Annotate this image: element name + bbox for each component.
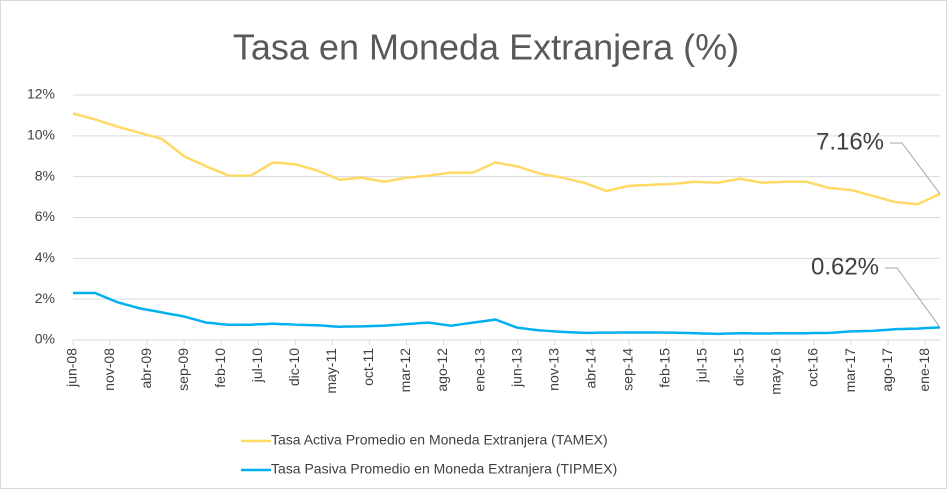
- leader-line: [885, 267, 941, 328]
- x-tick-label: nov-08: [101, 348, 117, 391]
- x-tick-label: dic-10: [286, 348, 302, 386]
- x-tick-label: feb-10: [212, 348, 228, 388]
- x-tick-label: jun-08: [64, 348, 80, 388]
- x-tick-label: jun-13: [508, 348, 524, 388]
- x-tick-label: jul-10: [249, 348, 265, 383]
- x-tick-label: ago-17: [879, 348, 895, 392]
- x-tick-label: oct-11: [360, 348, 376, 386]
- x-tick-label: sep-14: [619, 348, 635, 391]
- x-tick-label: ago-12: [434, 348, 450, 392]
- chart-title: Tasa en Moneda Extranjera (%): [233, 27, 739, 68]
- data-label: 7.16%: [816, 128, 884, 155]
- legend-label: Tasa Pasiva Promedio en Moneda Extranjer…: [271, 461, 617, 477]
- y-tick-label: 8%: [35, 167, 55, 183]
- x-tick-label: mar-17: [842, 348, 858, 393]
- y-tick-label: 10%: [27, 127, 55, 143]
- x-tick-label: abr-14: [582, 348, 598, 389]
- legend-label: Tasa Activa Promedio en Moneda Extranjer…: [271, 432, 608, 448]
- series-line: [72, 112, 941, 206]
- x-tick-label: dic-15: [731, 348, 747, 386]
- x-tick-label: abr-09: [138, 348, 154, 389]
- x-tick-label: feb-15: [657, 348, 673, 388]
- x-tick-label: ene-18: [916, 348, 932, 392]
- leader-line: [890, 142, 941, 195]
- data-label: 0.62%: [811, 253, 879, 280]
- x-tick-label: oct-16: [805, 348, 821, 387]
- y-tick-label: 0%: [35, 331, 55, 347]
- y-tick-label: 4%: [35, 249, 55, 265]
- x-tick-label: ene-13: [471, 348, 487, 392]
- x-tick-label: nov-13: [545, 348, 561, 391]
- series-line: [73, 291, 941, 336]
- x-tick-label: may-16: [768, 348, 784, 395]
- y-tick-label: 2%: [35, 290, 55, 306]
- x-tick-label: sep-09: [175, 348, 191, 391]
- x-tick-label: jul-15: [694, 348, 710, 383]
- y-tick-label: 12%: [27, 86, 55, 102]
- x-tick-label: may-11: [323, 348, 339, 394]
- y-tick-label: 6%: [35, 208, 55, 224]
- x-tick-label: mar-12: [397, 348, 413, 393]
